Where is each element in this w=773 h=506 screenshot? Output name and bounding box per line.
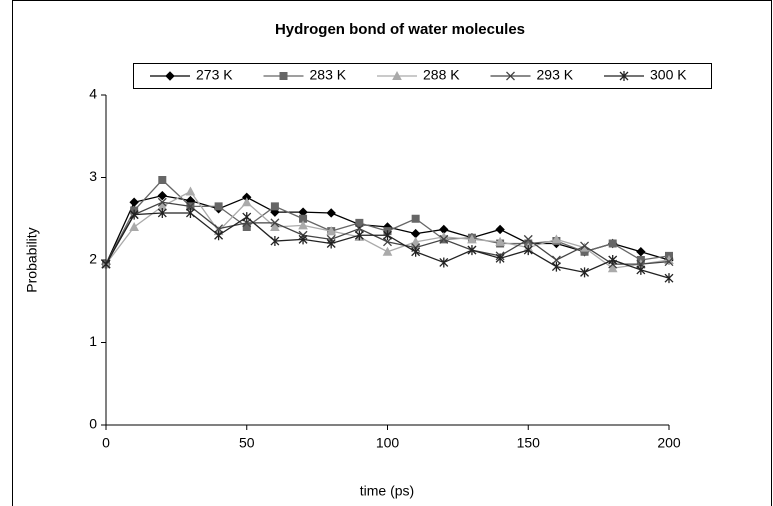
marker <box>495 253 505 264</box>
marker <box>185 186 196 196</box>
chart-title: Hydrogen bond of water molecules <box>275 21 525 38</box>
y-axis-label: Probability <box>24 227 40 292</box>
y-tick-label: 1 <box>89 333 97 349</box>
marker <box>551 261 561 272</box>
marker <box>129 209 139 220</box>
marker <box>354 230 364 241</box>
marker <box>214 230 224 241</box>
marker <box>439 257 449 268</box>
marker <box>411 246 421 257</box>
marker <box>382 246 393 256</box>
y-tick-label: 4 <box>89 86 97 102</box>
x-tick-label: 150 <box>517 435 541 451</box>
marker <box>467 245 477 256</box>
marker <box>326 238 336 249</box>
marker <box>636 247 646 257</box>
marker <box>185 207 195 218</box>
legend-label: 273 K <box>196 67 233 83</box>
marker <box>157 207 167 218</box>
legend-marker <box>619 71 629 81</box>
y-tick-label: 3 <box>89 168 97 184</box>
marker <box>129 221 139 231</box>
legend-label: 288 K <box>423 67 460 83</box>
legend-label: 283 K <box>310 67 347 83</box>
legend-marker <box>506 71 515 81</box>
legend-marker <box>279 72 288 80</box>
marker <box>242 212 252 223</box>
marker <box>270 236 280 247</box>
marker <box>354 224 364 234</box>
marker <box>664 257 674 267</box>
marker <box>214 202 223 211</box>
marker <box>551 234 562 244</box>
legend-marker <box>165 71 175 81</box>
marker <box>270 218 280 228</box>
marker <box>439 234 449 244</box>
x-tick-label: 50 <box>239 435 255 451</box>
marker <box>101 259 111 270</box>
marker <box>523 245 533 256</box>
marker <box>326 208 336 218</box>
marker <box>185 201 195 211</box>
legend-marker <box>392 70 402 80</box>
marker <box>326 226 337 236</box>
marker <box>580 267 590 278</box>
marker <box>270 221 280 231</box>
marker <box>383 237 392 247</box>
marker <box>158 175 167 184</box>
marker <box>607 263 618 273</box>
marker <box>410 236 421 246</box>
x-tick-label: 100 <box>376 435 400 451</box>
marker <box>664 273 674 284</box>
marker <box>608 239 617 248</box>
marker <box>355 218 364 227</box>
marker <box>608 255 618 265</box>
marker <box>467 234 477 244</box>
marker <box>270 202 279 211</box>
marker <box>214 224 224 234</box>
x-axis-label: time (ps) <box>360 483 414 499</box>
marker <box>551 255 561 265</box>
legend-label: 300 K <box>650 67 687 83</box>
marker <box>523 234 533 244</box>
marker <box>241 197 252 207</box>
y-tick-label: 0 <box>89 416 97 432</box>
chart-frame <box>12 0 772 506</box>
y-tick-label: 2 <box>89 251 97 267</box>
marker <box>299 214 308 223</box>
marker <box>129 197 139 207</box>
marker <box>495 224 505 235</box>
marker <box>298 234 308 245</box>
marker <box>383 230 392 241</box>
legend-label: 293 K <box>537 67 574 83</box>
marker <box>298 220 308 230</box>
marker <box>157 190 168 201</box>
marker <box>495 236 505 246</box>
x-tick-label: 200 <box>657 435 681 451</box>
marker <box>157 197 167 207</box>
marker <box>580 241 590 251</box>
marker <box>411 214 420 223</box>
marker <box>410 228 421 239</box>
x-tick-label: 0 <box>102 435 110 451</box>
marker <box>636 264 646 275</box>
